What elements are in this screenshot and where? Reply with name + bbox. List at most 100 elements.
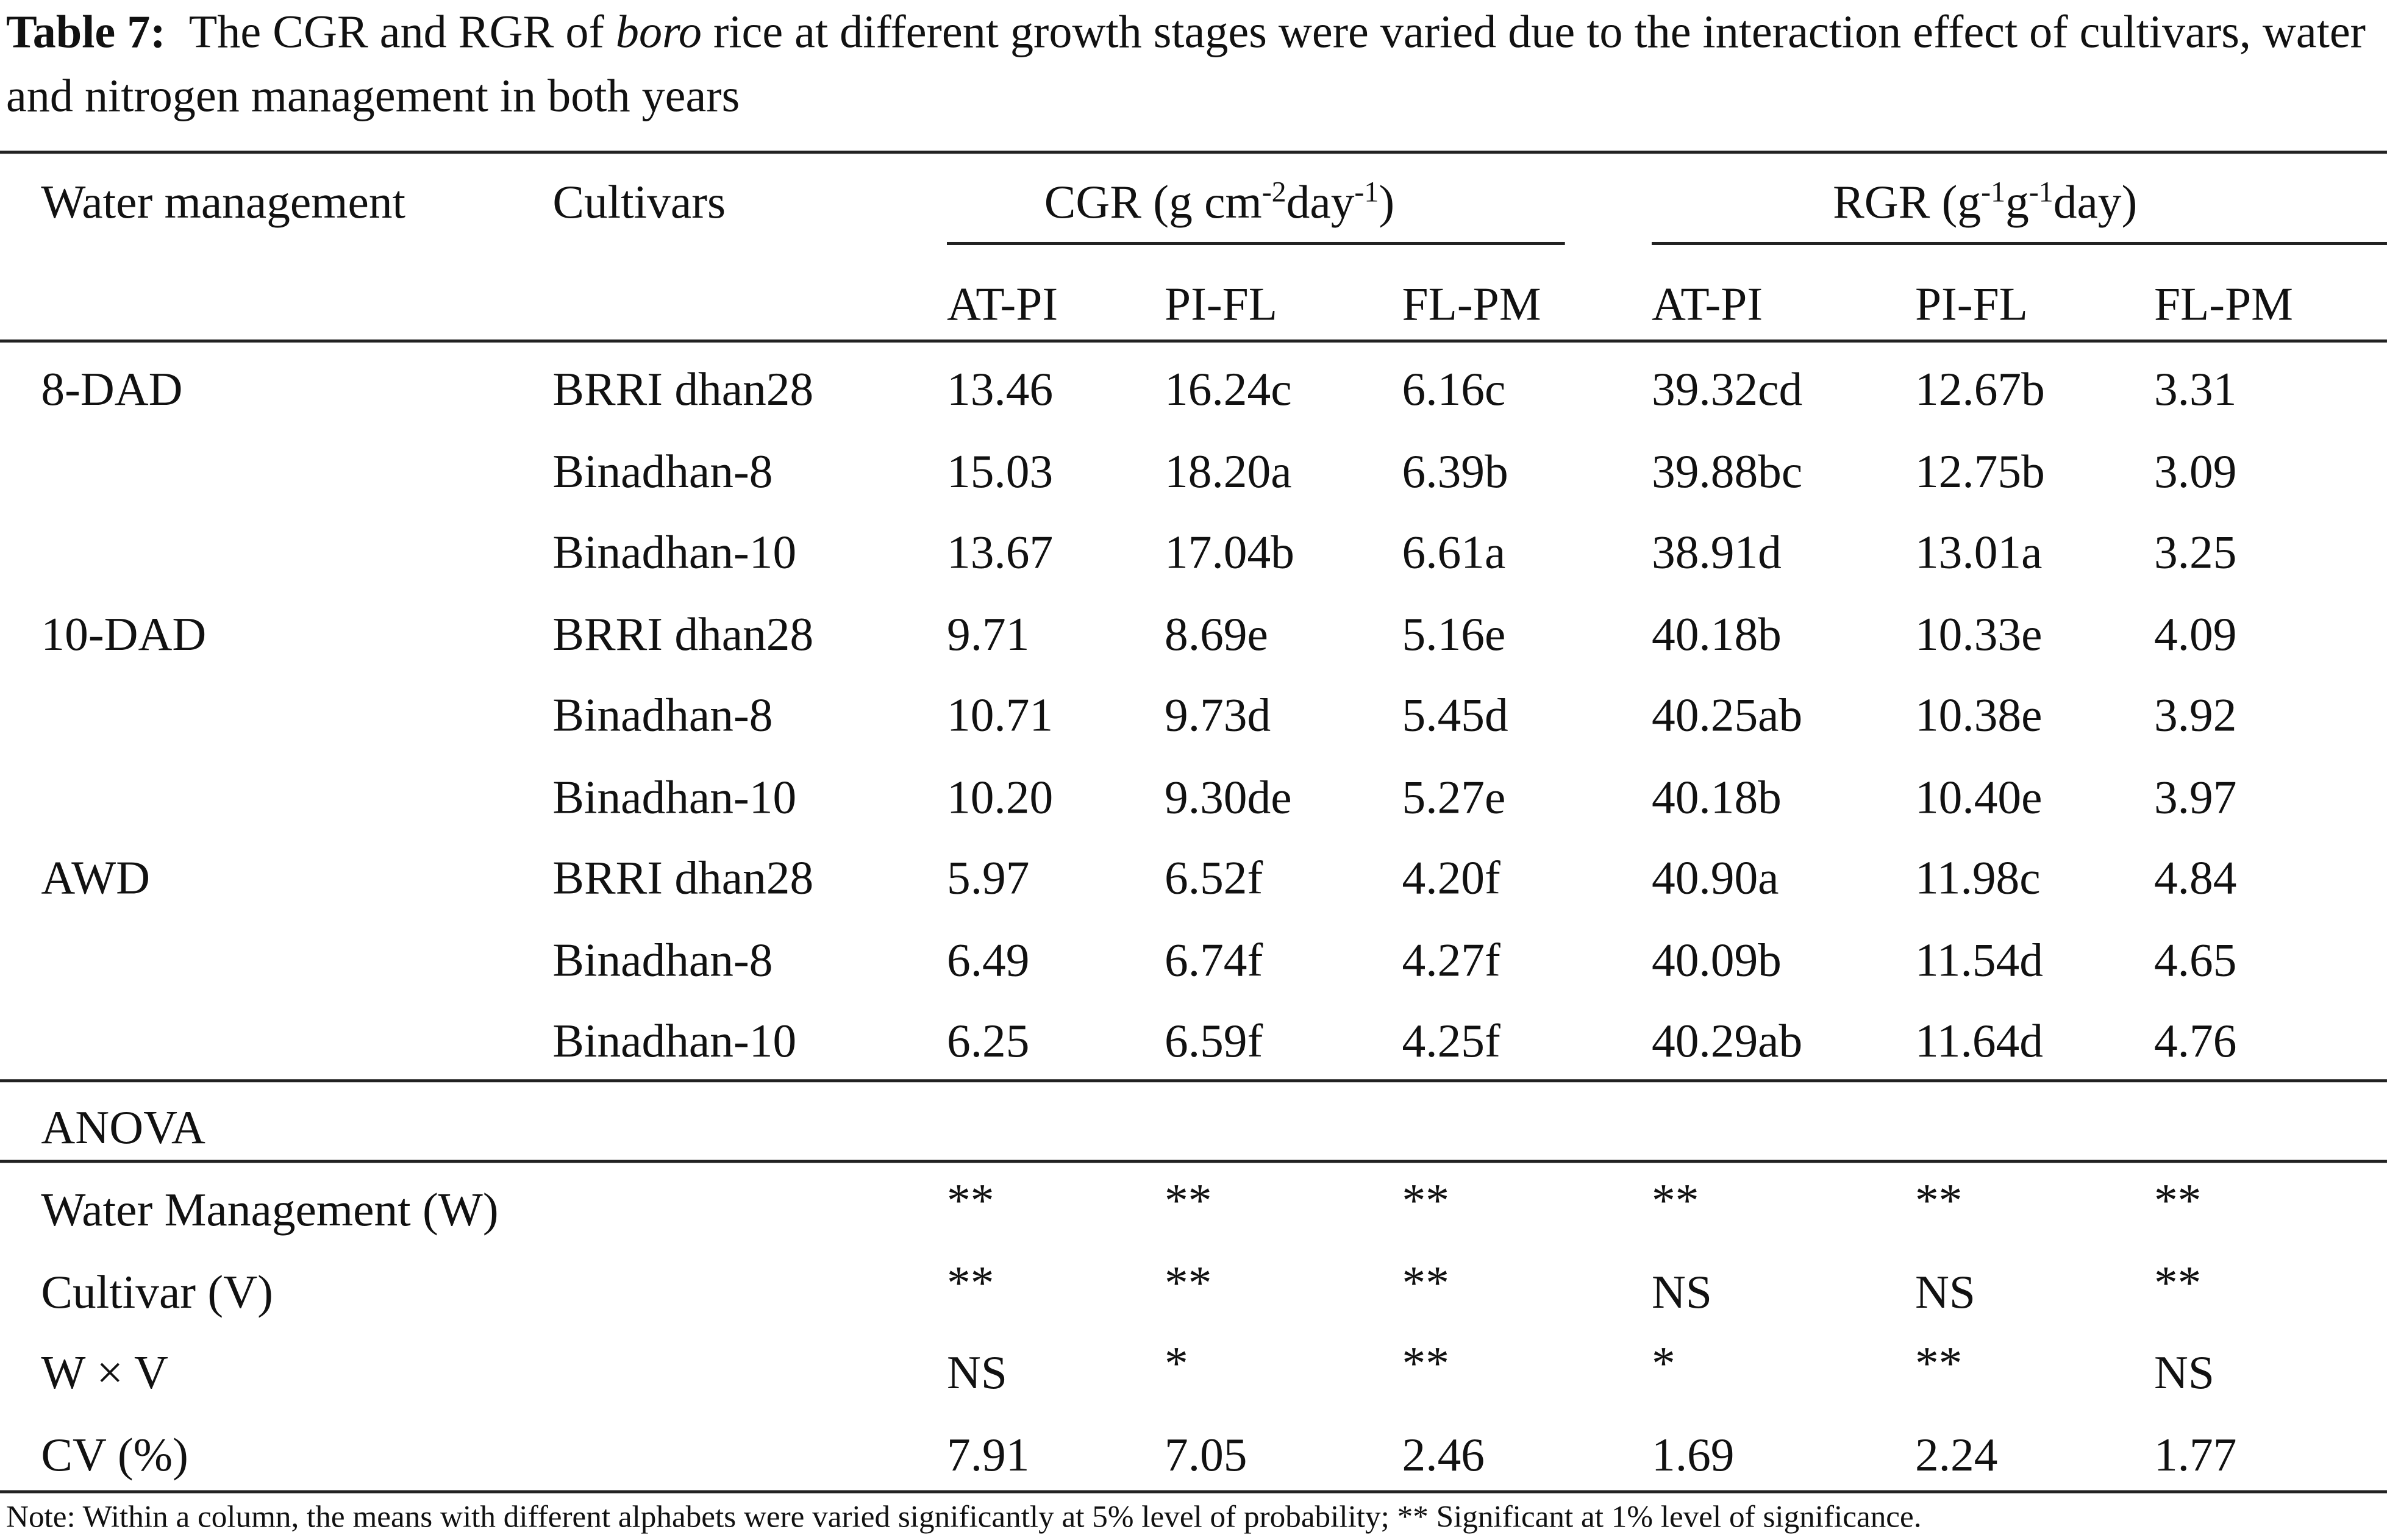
cell: **	[1914, 1337, 1963, 1391]
cell: 6.25	[947, 1013, 1030, 1068]
cell: 6.59f	[1165, 1013, 1263, 1068]
cell: 10.33e	[1914, 606, 2043, 660]
header-text: day	[1286, 175, 1355, 229]
cell: 6.52f	[1165, 850, 1263, 905]
cell: 12.75b	[1914, 443, 2045, 497]
rule	[0, 339, 2387, 343]
cell: 38.91d	[1652, 525, 1782, 579]
header-text: day)	[2053, 175, 2138, 229]
cell: **	[2153, 1255, 2202, 1309]
cultivar: Binadhan-8	[552, 688, 773, 741]
cell: 16.24c	[1165, 362, 1292, 416]
cell: *	[1165, 1337, 1188, 1391]
cell: 10.40e	[1914, 769, 2043, 823]
cell: 2.24	[1914, 1428, 1998, 1481]
cell: 40.18b	[1652, 769, 1782, 823]
superscript: -1	[1354, 177, 1379, 210]
cell: 9.30de	[1165, 769, 1292, 823]
sub-header: AT-PI	[947, 277, 1058, 330]
cell: 3.25	[2153, 525, 2237, 579]
section-label: ANOVA	[41, 1100, 205, 1154]
column-header: Cultivars	[552, 175, 726, 229]
cell: 4.25f	[1402, 1013, 1500, 1068]
cultivar: BRRI dhan28	[552, 362, 814, 416]
cell: 13.67	[947, 525, 1054, 579]
caption: Table 7: The CGR and RGR of boro rice at…	[6, 0, 2387, 128]
cell: **	[2153, 1174, 2202, 1227]
cell: 10.20	[947, 769, 1054, 823]
caption-text: rice at different growth stages were var…	[5, 5, 2366, 122]
cell: 5.97	[947, 850, 1030, 905]
rule	[0, 1490, 2387, 1494]
cell: **	[1914, 1174, 1963, 1227]
cell: 1.77	[2153, 1428, 2237, 1481]
anova-label: W × V	[41, 1346, 168, 1400]
header-text: RGR (g	[1833, 175, 1982, 229]
cell: 6.61a	[1402, 525, 1506, 579]
superscript: -1	[1981, 177, 2006, 210]
cell: 3.92	[2153, 688, 2237, 741]
sub-header: FL-PM	[2153, 277, 2293, 330]
cell: **	[1402, 1255, 1449, 1309]
cell: 11.54d	[1914, 932, 2043, 986]
cell: 4.76	[2153, 1013, 2237, 1068]
cell: NS	[1914, 1264, 1975, 1318]
cell: 2.46	[1402, 1428, 1485, 1481]
header-text: g	[2005, 175, 2029, 229]
group-header: CGR (g cm-2day-1)	[1044, 175, 1394, 230]
sub-header: PI-FL	[1165, 277, 1278, 330]
cultivar: BRRI dhan28	[552, 606, 814, 660]
cell: 13.01a	[1914, 525, 2043, 579]
cultivar: Binadhan-10	[552, 1013, 797, 1068]
cell: 10.38e	[1914, 688, 2043, 741]
cell: 40.90a	[1652, 850, 1779, 905]
rule	[0, 1079, 2387, 1083]
cell: NS	[1652, 1264, 1713, 1318]
cell: 4.84	[2153, 850, 2237, 905]
cell: 8.69e	[1165, 606, 1268, 660]
cultivar: Binadhan-10	[552, 769, 797, 823]
group-rule	[1652, 241, 2387, 245]
cell: 15.03	[947, 443, 1054, 497]
cell: **	[1652, 1174, 1699, 1227]
cell: **	[1402, 1174, 1449, 1227]
superscript: -2	[1261, 177, 1286, 210]
cell: 4.09	[2153, 606, 2237, 660]
cell: 10.71	[947, 688, 1054, 741]
anova-label: CV (%)	[41, 1428, 188, 1481]
group-rule	[947, 241, 1565, 245]
cell: 9.73d	[1165, 688, 1271, 741]
cell: 9.71	[947, 606, 1030, 660]
cell: 40.29ab	[1652, 1013, 1803, 1068]
sub-header: FL-PM	[1402, 277, 1541, 330]
cell: 12.67b	[1914, 362, 2045, 416]
cell: 1.69	[1652, 1428, 1735, 1481]
cell: **	[947, 1255, 994, 1309]
cultivar: Binadhan-10	[552, 525, 797, 579]
caption-label: Table 7:	[5, 5, 166, 58]
cell: 13.46	[947, 362, 1054, 416]
header-text: CGR (g cm	[1044, 175, 1262, 229]
water-label: 8-DAD	[41, 362, 183, 416]
cell: 4.27f	[1402, 932, 1500, 986]
cultivar: Binadhan-8	[552, 932, 773, 986]
cell: 40.25ab	[1652, 688, 1803, 741]
cell: 6.49	[947, 932, 1030, 986]
rule	[0, 151, 2387, 154]
cultivar: BRRI dhan28	[552, 850, 814, 905]
cell: 18.20a	[1165, 443, 1292, 497]
sub-header: AT-PI	[1652, 277, 1763, 330]
cell: 6.16c	[1402, 362, 1506, 416]
cell: 7.05	[1165, 1428, 1247, 1481]
cell: 6.39b	[1402, 443, 1508, 497]
cell: 7.91	[947, 1428, 1030, 1481]
cell: NS	[947, 1346, 1007, 1400]
cell: 11.98c	[1914, 850, 2041, 905]
cultivar: Binadhan-8	[552, 443, 773, 497]
water-label: 10-DAD	[41, 606, 207, 660]
water-label: AWD	[41, 850, 151, 905]
caption-italic: boro	[615, 5, 702, 58]
cell: 40.09b	[1652, 932, 1782, 986]
